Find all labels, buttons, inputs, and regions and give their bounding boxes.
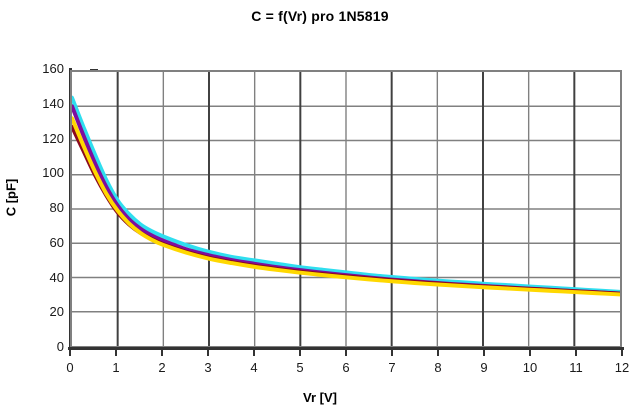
x-tick-label: 4 xyxy=(250,360,258,375)
plot-svg xyxy=(72,72,620,346)
x-tick-label: 0 xyxy=(66,360,74,375)
x-tick-mark xyxy=(575,348,577,356)
x-tick-mark xyxy=(483,348,485,356)
y-tick-label: 120 xyxy=(42,130,64,146)
x-tick-mark xyxy=(207,348,209,356)
series-line-sample-yellow xyxy=(72,116,620,297)
x-tick-label: 1 xyxy=(112,360,120,375)
x-tick-mark xyxy=(621,348,623,356)
x-tick-label: 12 xyxy=(614,360,630,375)
y-tick-label: 160 xyxy=(42,61,64,76)
x-tick-mark xyxy=(391,348,393,356)
x-axis-label: Vr [V] xyxy=(303,390,337,405)
chart-title: C = f(Vr) pro 1N5819 xyxy=(251,8,389,24)
y-tick-label: 140 xyxy=(42,95,64,111)
x-tick-mark xyxy=(345,348,347,356)
x-tick-label: 2 xyxy=(158,360,166,375)
plot-area xyxy=(70,70,622,348)
x-tick-mark xyxy=(529,348,531,356)
y-tick-label: 100 xyxy=(42,165,64,181)
y-tick-label: 0 xyxy=(56,339,64,354)
y-axis-label: C [pF] xyxy=(3,178,19,217)
y-tick-label: 80 xyxy=(49,200,64,215)
x-tick-mark xyxy=(161,348,163,356)
x-tick-label: 11 xyxy=(569,360,583,375)
x-tick-mark xyxy=(437,348,439,356)
y-tick-label: 20 xyxy=(49,304,64,320)
x-tick-mark xyxy=(253,348,255,356)
x-tick-label: 3 xyxy=(204,360,212,375)
y-tick-label: 60 xyxy=(49,234,64,250)
x-tick-label: 5 xyxy=(296,360,304,375)
y-axis-ticks: 160 140 120 100 80 60 40 20 0 xyxy=(26,62,98,353)
x-tick-mark xyxy=(299,348,301,356)
x-tick-mark xyxy=(115,348,117,356)
y-tick-label: 40 xyxy=(49,269,64,285)
x-tick-label: 8 xyxy=(434,360,442,375)
x-tick-label: 10 xyxy=(522,360,538,375)
x-tick-mark xyxy=(69,348,71,356)
series-line-sample-cyan xyxy=(72,95,620,294)
x-tick-label: 7 xyxy=(388,360,396,375)
x-tick-label: 6 xyxy=(342,360,350,375)
x-tick-label: 9 xyxy=(480,360,488,375)
